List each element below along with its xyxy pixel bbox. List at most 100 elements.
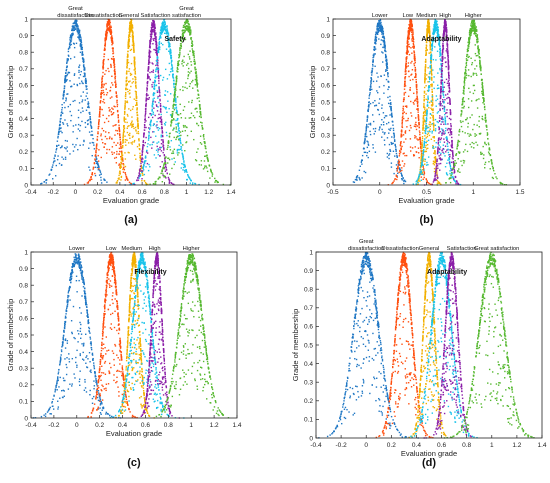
data-point	[161, 32, 163, 34]
data-point	[137, 121, 139, 123]
data-point	[209, 168, 212, 171]
data-point	[171, 64, 173, 66]
data-point	[69, 44, 71, 46]
data-point	[365, 125, 368, 127]
data-point	[179, 103, 181, 106]
data-point	[124, 139, 127, 141]
data-point	[168, 44, 170, 46]
data-point	[163, 154, 166, 156]
data-point	[155, 70, 157, 73]
data-point	[40, 183, 42, 185]
data-point	[70, 36, 73, 38]
data-point	[437, 126, 440, 128]
data-point	[104, 48, 106, 51]
panel-2: -0.5 0 0.5 1 1.500.10.20.30.40.50.60.70.80.9…	[308, 13, 525, 226]
data-point	[199, 135, 202, 137]
data-point	[200, 114, 202, 116]
data-point	[148, 58, 150, 60]
data-point	[80, 41, 83, 44]
data-point	[371, 88, 373, 91]
data-point	[155, 32, 157, 34]
data-point	[426, 27, 428, 30]
data-point	[407, 51, 409, 53]
data-point	[187, 31, 190, 33]
data-point	[422, 121, 424, 123]
data-point	[403, 111, 406, 113]
data-point	[372, 120, 375, 123]
data-point	[427, 21, 429, 23]
data-point	[177, 125, 180, 127]
data-point	[421, 161, 423, 164]
data-point	[384, 45, 386, 47]
data-point	[407, 117, 409, 120]
data-point	[170, 125, 172, 127]
data-point	[156, 62, 159, 64]
data-point	[132, 125, 134, 128]
data-point	[374, 48, 376, 50]
data-point	[152, 113, 155, 115]
data-point	[125, 77, 128, 79]
data-point	[196, 111, 198, 113]
data-point	[423, 174, 425, 176]
data-point	[367, 110, 369, 112]
data-point	[163, 23, 165, 26]
data-point	[408, 129, 411, 132]
data-point	[171, 110, 174, 113]
data-point	[103, 84, 105, 86]
data-point	[86, 182, 89, 184]
data-point	[185, 20, 187, 22]
data-point	[87, 102, 90, 105]
data-point	[405, 70, 407, 72]
data-point	[97, 131, 99, 133]
data-point	[176, 71, 179, 73]
data-point	[183, 160, 185, 162]
data-point	[422, 127, 425, 129]
data-point	[402, 109, 404, 112]
data-point	[421, 143, 423, 146]
data-point	[110, 30, 112, 33]
data-point	[393, 180, 395, 182]
data-point	[167, 176, 170, 179]
data-point	[367, 105, 370, 107]
data-point	[190, 117, 192, 119]
data-point	[369, 130, 371, 133]
data-point	[134, 61, 136, 63]
data-point	[394, 155, 396, 157]
data-point	[177, 124, 179, 127]
data-point	[164, 107, 167, 109]
data-point	[178, 127, 180, 130]
data-point	[146, 88, 148, 90]
data-point	[72, 25, 74, 27]
data-point	[424, 106, 426, 109]
data-point	[397, 172, 399, 175]
data-point	[452, 176, 454, 179]
data-point	[155, 51, 157, 54]
data-point	[133, 56, 136, 59]
data-point	[179, 139, 181, 142]
data-point	[189, 32, 191, 34]
data-point	[127, 43, 130, 45]
data-point	[383, 139, 386, 141]
data-point	[167, 157, 170, 159]
data-point	[405, 66, 407, 68]
data-point	[147, 139, 150, 141]
data-point	[130, 124, 132, 126]
data-point	[429, 130, 431, 133]
data-point	[129, 31, 131, 33]
data-point	[374, 65, 376, 67]
data-point	[178, 54, 180, 56]
data-point	[179, 47, 181, 49]
data-point	[194, 108, 196, 110]
data-point	[69, 103, 72, 106]
data-point	[128, 108, 130, 110]
data-point	[183, 169, 186, 172]
data-point	[73, 28, 75, 30]
data-point	[96, 162, 99, 164]
data-point	[161, 26, 163, 29]
data-point	[427, 67, 429, 69]
data-point	[85, 77, 87, 80]
data-point	[99, 116, 101, 118]
data-point	[126, 127, 128, 129]
data-point	[178, 144, 180, 147]
data-point	[144, 113, 147, 116]
